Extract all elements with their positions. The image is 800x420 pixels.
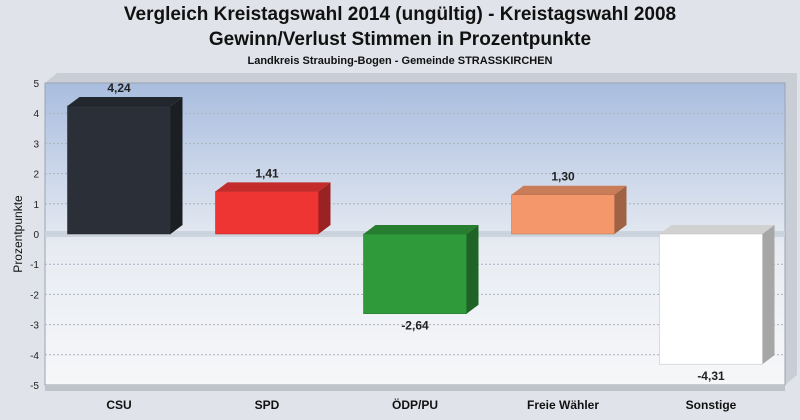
y-tick-label: 2 — [33, 170, 39, 181]
bar-front — [215, 191, 319, 235]
y-tick-label: -5 — [30, 381, 39, 392]
bar-front — [511, 194, 615, 235]
y-tick-label: -1 — [30, 260, 39, 271]
bar — [659, 225, 775, 365]
bar-side — [466, 225, 479, 314]
bar-top — [659, 225, 775, 234]
y-tick-label: 4 — [33, 109, 39, 120]
bar — [67, 96, 183, 235]
bar-front — [67, 105, 171, 235]
bar-top — [363, 225, 479, 234]
bar — [363, 225, 479, 314]
y-tick-label: 0 — [33, 230, 39, 241]
bar-top — [215, 182, 331, 192]
x-tick-label: ÖDP/PU — [392, 397, 438, 412]
plot-floor — [45, 385, 785, 391]
chart-title: Vergleich Kreistagswahl 2014 (ungültig) … — [123, 4, 677, 25]
bar — [511, 185, 627, 235]
y-tick-label: -4 — [30, 351, 39, 362]
bar-side — [318, 182, 331, 234]
x-tick-label: Sonstige — [686, 398, 737, 412]
bar-front — [659, 233, 763, 365]
y-tick-label: 3 — [33, 139, 39, 150]
bar-top — [67, 96, 183, 106]
chart-subtitle: Gewinn/Verlust Stimmen in Prozentpunkte — [208, 29, 592, 50]
bar-front — [363, 233, 467, 314]
y-tick-label: 5 — [33, 79, 39, 90]
x-tick-label: CSU — [106, 398, 131, 412]
y-tick-label: -2 — [30, 290, 39, 301]
data-label: 1,30 — [551, 170, 575, 184]
chart-caption: Landkreis Straubing-Bogen - Gemeinde STR… — [247, 55, 553, 67]
data-label: -4,31 — [697, 369, 725, 383]
data-label: 4,24 — [107, 81, 131, 95]
y-tick-label: 1 — [33, 200, 39, 211]
y-tick-label: -3 — [30, 321, 39, 332]
data-label: 1,41 — [255, 166, 279, 180]
x-tick-label: Freie Wähler — [527, 398, 599, 412]
bar-top — [511, 185, 627, 195]
bar-side — [762, 225, 775, 365]
data-label: -2,64 — [401, 319, 429, 333]
bar-side — [614, 185, 627, 234]
x-tick-label: SPD — [255, 398, 280, 412]
y-axis-label: Prozentpunkte — [11, 195, 25, 273]
bar-side — [170, 96, 183, 235]
bar — [215, 182, 331, 235]
